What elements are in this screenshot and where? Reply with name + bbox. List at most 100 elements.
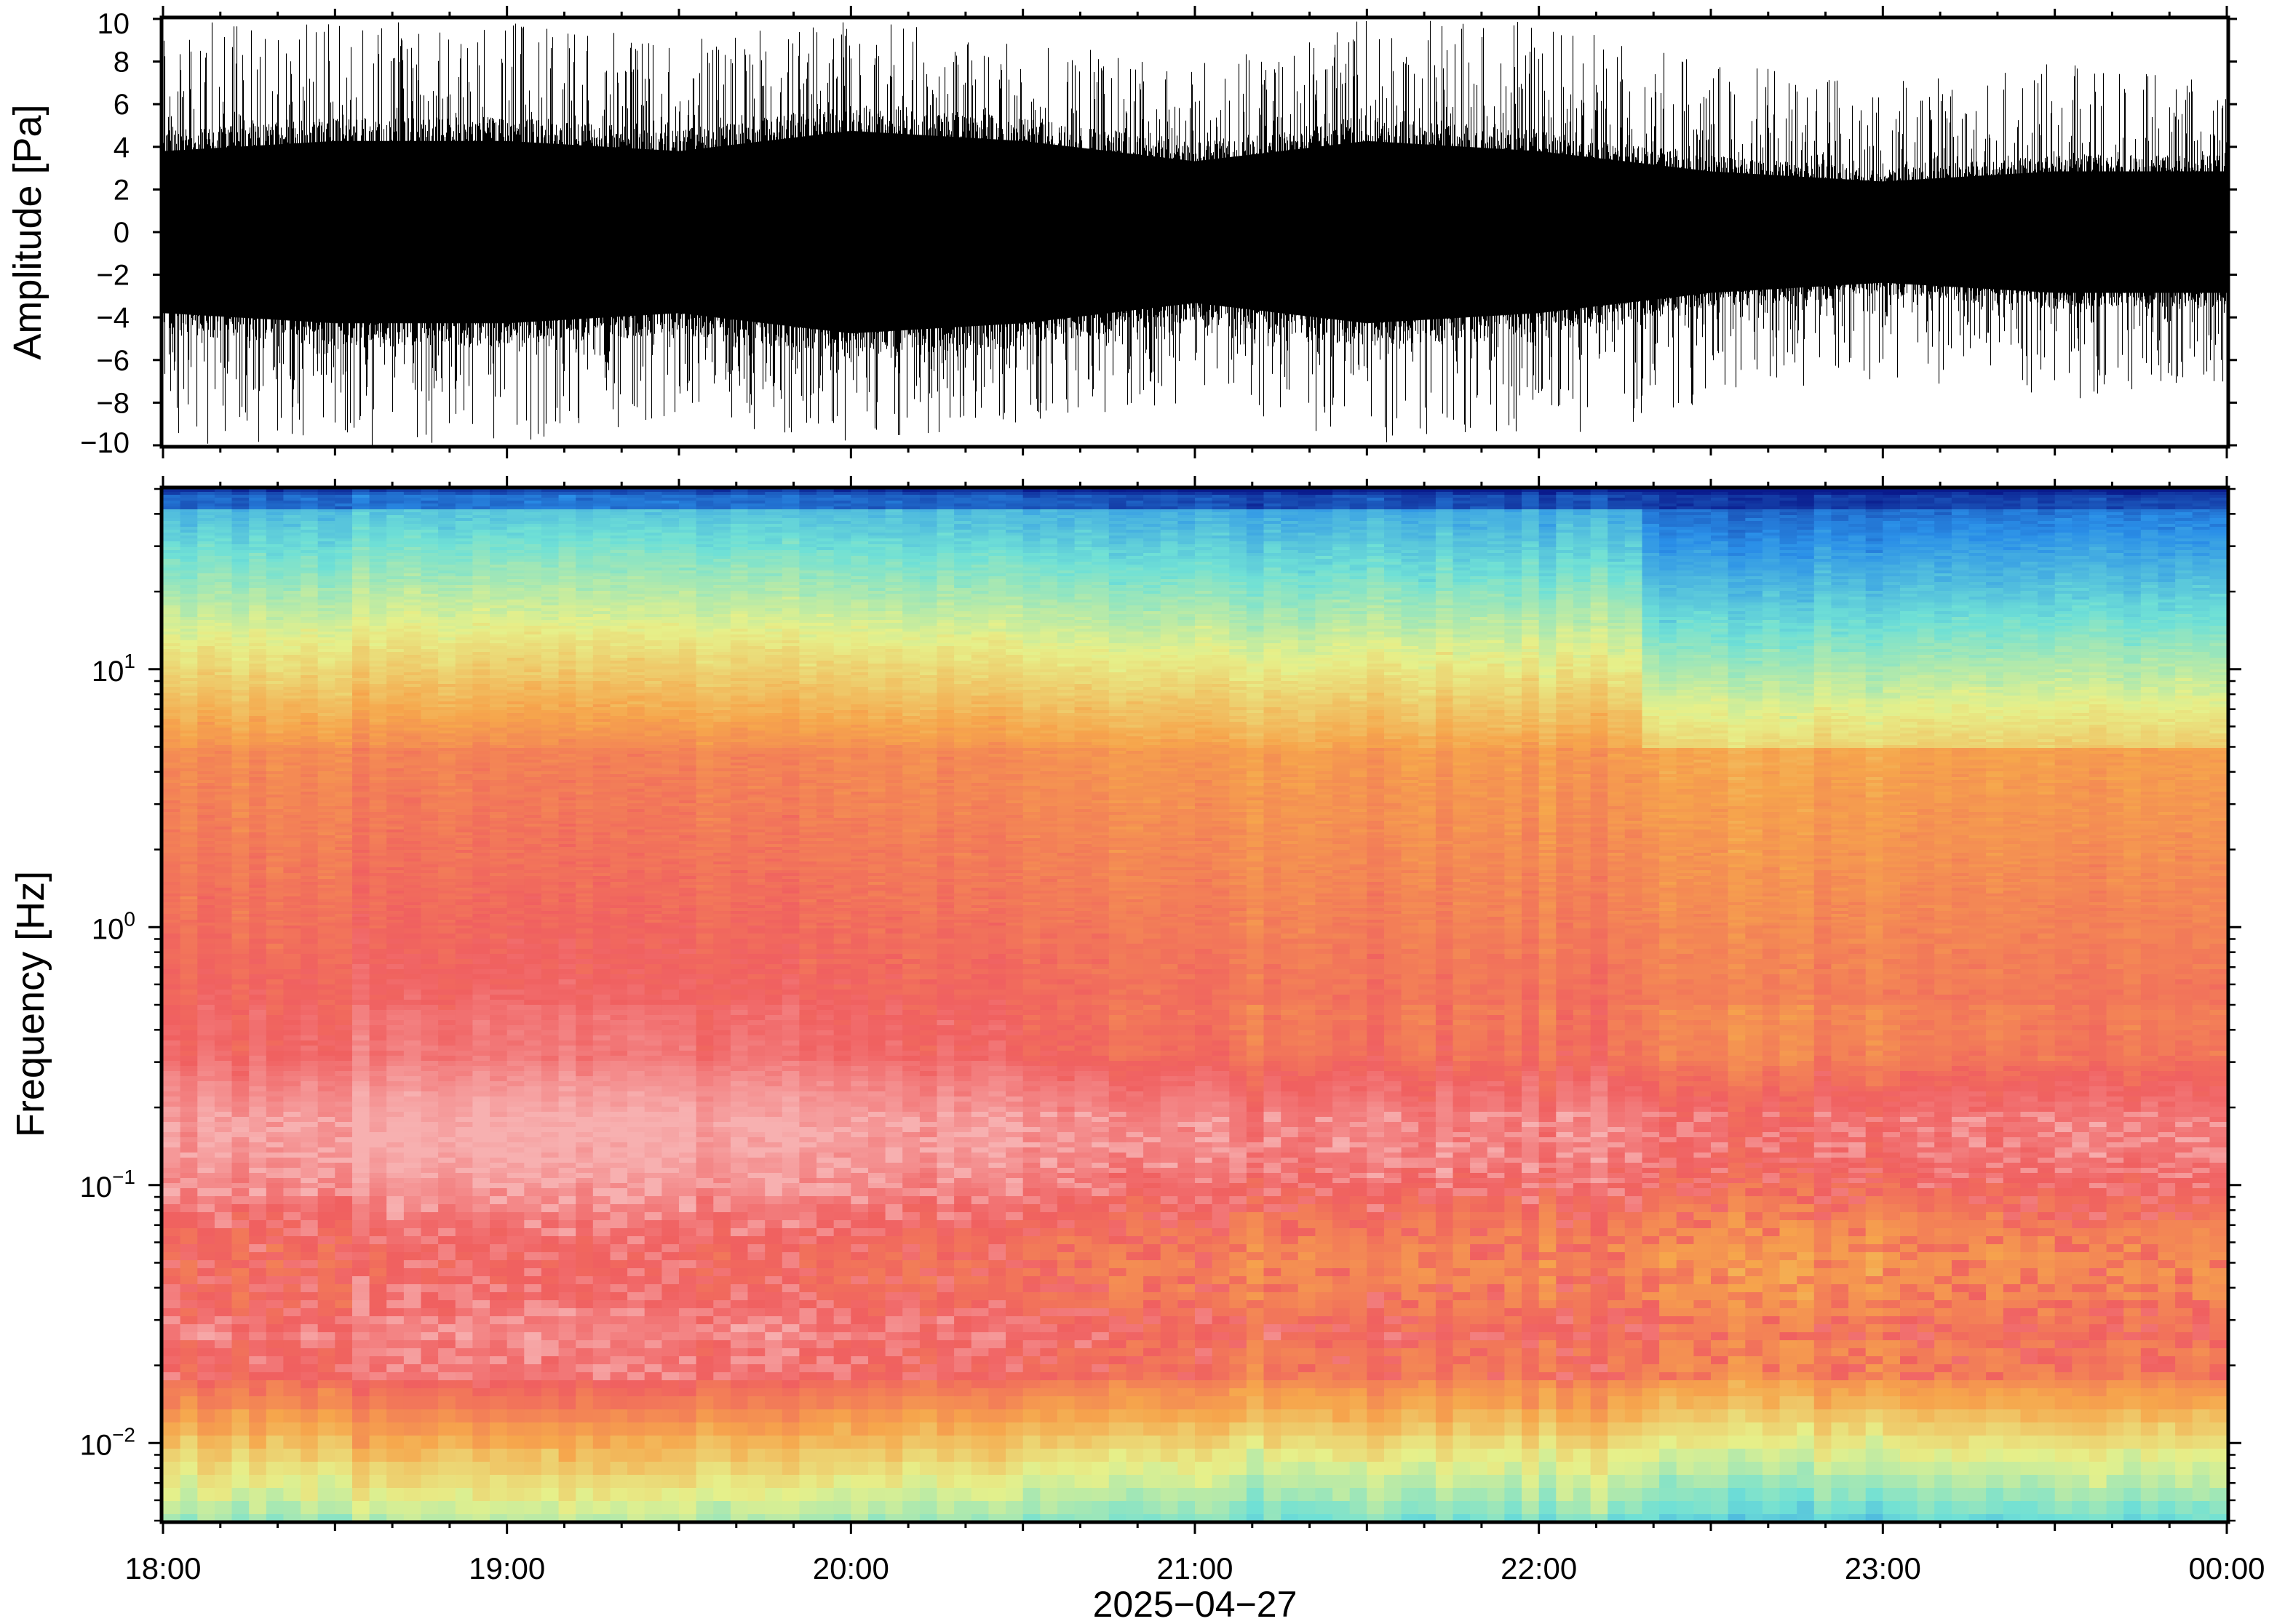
spectrogram-cell (318, 1244, 335, 1253)
spectrogram-cell (266, 1122, 284, 1128)
spectrogram-cell (266, 1204, 284, 1213)
spectrogram-cell (456, 905, 473, 909)
spectrogram-cell (283, 576, 301, 580)
spectrogram-cell (335, 1056, 352, 1062)
spectrogram-cell (283, 521, 301, 525)
spectrogram-cell (335, 835, 352, 839)
spectrogram-cell (335, 1409, 352, 1423)
spectrogram-cell (301, 1462, 318, 1476)
spectrogram-cell (456, 1035, 473, 1041)
spectrogram-cell (318, 934, 335, 939)
spectrogram-cell (266, 568, 284, 571)
spectrogram-cell (335, 707, 352, 711)
spectrogram-cell (352, 1422, 370, 1436)
spectrogram-cell (197, 856, 215, 859)
spectrogram-cell (266, 1348, 284, 1357)
spectrogram-cell (266, 710, 284, 714)
spectrogram-cell (163, 506, 180, 510)
spectrogram-cell (404, 736, 421, 740)
spectrogram-cell (352, 565, 370, 568)
spectrogram-cell (283, 1396, 301, 1410)
spectrogram-cell (490, 1025, 507, 1031)
spectrogram-cell (386, 634, 404, 638)
spectrogram-cell (456, 710, 473, 714)
spectrogram-cell (421, 1163, 439, 1169)
spectrogram-cell (215, 623, 232, 626)
spectrogram-cell (472, 902, 490, 906)
spectrogram-cell (421, 521, 439, 525)
spectrogram-cell (386, 751, 404, 755)
spectrogram-cell (472, 570, 490, 574)
spectrogram-cell (438, 1107, 456, 1112)
spectrogram-cell (421, 608, 439, 612)
spectrogram-cell (370, 591, 387, 594)
spectrogram-cell (301, 1409, 318, 1423)
spectrogram-cell (335, 1010, 352, 1016)
spectrogram-cell (370, 678, 387, 682)
spectrogram-cell (404, 617, 421, 621)
spectrogram-cell (266, 1137, 284, 1143)
spectrogram-cell (335, 974, 352, 980)
spectrogram-cell (404, 838, 421, 842)
spectrogram-cell (283, 911, 301, 915)
spectrogram-cell (249, 1163, 266, 1169)
spectrogram-cell (456, 891, 473, 894)
spectrogram-cell (438, 643, 456, 647)
spectrogram-cell (283, 792, 301, 795)
spectrogram-cell (490, 617, 507, 621)
spectrogram-cell (370, 891, 387, 894)
spectrogram-cell (352, 1292, 370, 1301)
spectrogram-cell (163, 579, 180, 583)
spectrogram-cell (232, 1173, 250, 1179)
spectrogram-cell (335, 646, 352, 650)
spectrogram-cell (438, 827, 456, 830)
spectrogram-cell (370, 771, 387, 775)
spectrogram-cell (180, 954, 198, 960)
spectrogram-cell (249, 570, 266, 574)
spectrogram-cell (232, 818, 250, 821)
spectrogram-cell (283, 623, 301, 626)
spectrogram-cell (370, 582, 387, 586)
spectrogram-cell (215, 1046, 232, 1051)
spectrogram-cell (456, 1308, 473, 1317)
spectrogram-cell (301, 792, 318, 795)
spectrogram-cell (507, 733, 525, 737)
spectrogram-cell (163, 623, 180, 626)
spectrogram-cell (421, 1030, 439, 1036)
spectrogram-cell (283, 1514, 301, 1521)
spectrogram-cell (370, 757, 387, 760)
spectrogram-cell (456, 882, 473, 885)
spectrogram-cell (456, 742, 473, 746)
spectrogram-cell (197, 492, 215, 495)
spectrogram-cell (318, 783, 335, 787)
spectrogram-cell (438, 795, 456, 798)
spectrogram-cell (266, 812, 284, 816)
spectrogram-cell (266, 573, 284, 577)
spectrogram-cell (352, 736, 370, 740)
spectrogram-cell (386, 1117, 404, 1123)
spectrogram-cell (249, 501, 266, 504)
waveform-y-tick-label: 0 (114, 217, 130, 249)
spectrogram-cell (301, 678, 318, 682)
spectrogram-cell (318, 1020, 335, 1026)
spectrogram-cell (352, 640, 370, 644)
spectrogram-cell (232, 1300, 250, 1309)
spectrogram-cell (421, 731, 439, 734)
spectrogram-cell (456, 920, 473, 923)
spectrogram-cell (232, 704, 250, 708)
spectrogram-cell (490, 1260, 507, 1269)
spectrogram-cell (421, 902, 439, 906)
spectrogram-cell (352, 594, 370, 597)
spectrogram-cell (301, 1284, 318, 1293)
spectrogram-cell (386, 920, 404, 923)
spectrogram-cell (404, 847, 421, 851)
spectrogram-cell (266, 661, 284, 664)
spectrogram-cell (490, 1292, 507, 1301)
spectrogram-cell (472, 489, 490, 493)
spectrogram-cell (472, 850, 490, 853)
spectrogram-cell (215, 640, 232, 644)
spectrogram-cell (490, 1436, 507, 1449)
spectrogram-cell (232, 588, 250, 592)
spectrogram-cell (352, 1356, 370, 1365)
spectrogram-cell (404, 789, 421, 792)
